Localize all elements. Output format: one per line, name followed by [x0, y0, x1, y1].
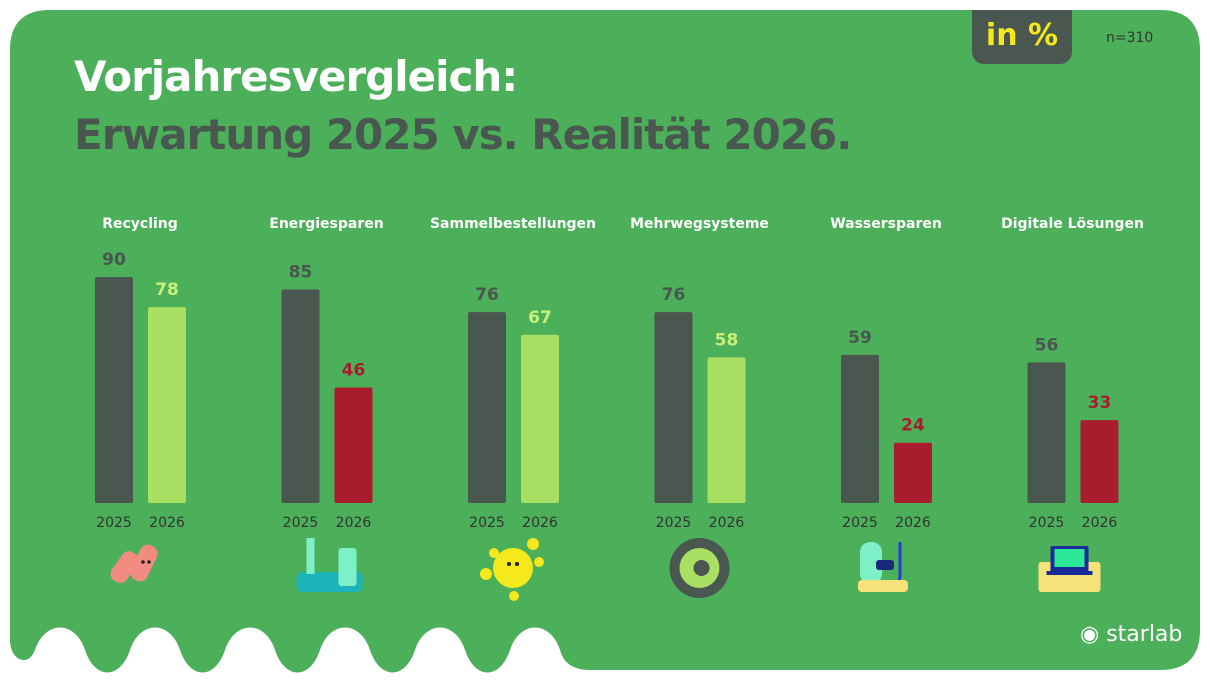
category-label: Mehrwegsysteme [630, 216, 769, 232]
bar-2026 [894, 442, 932, 503]
value-label: 78 [155, 280, 179, 300]
bar-2025 [95, 277, 133, 503]
year-label: 2026 [1082, 515, 1118, 531]
bar-2026 [334, 387, 373, 503]
year-label: 2025 [96, 515, 132, 531]
starlab-logo: ◉ starlab [1080, 622, 1183, 647]
laptop-icon [1038, 546, 1101, 592]
year-label: 2025 [469, 515, 505, 531]
value-label: 67 [528, 308, 552, 328]
bar-2026 [148, 307, 186, 503]
value-label: 24 [901, 416, 925, 436]
sun-character-icon [480, 538, 544, 601]
category-label: Sammelbestellungen [430, 216, 596, 232]
bar-2025 [654, 312, 693, 503]
year-label: 2026 [709, 515, 745, 531]
bar-2025 [281, 289, 320, 503]
bar-2026 [707, 357, 746, 503]
energy-character-icon [296, 538, 363, 592]
logo-text: starlab [1106, 622, 1183, 647]
title: Vorjahresvergleich: [74, 52, 518, 101]
value-label: 59 [848, 328, 872, 348]
category-label: Wassersparen [830, 216, 942, 232]
recycling-character-icon [110, 544, 158, 584]
year-label: 2025 [283, 515, 319, 531]
value-label: 85 [289, 263, 313, 283]
year-label: 2026 [522, 515, 558, 531]
year-label: 2026 [336, 515, 372, 531]
year-label: 2025 [656, 515, 692, 531]
sample-size: n=310 [1106, 30, 1154, 46]
bar-2026 [1080, 420, 1119, 503]
bar-2026 [521, 334, 559, 503]
bar-2025 [1027, 362, 1066, 503]
unit-badge: in % [972, 10, 1072, 64]
value-label: 46 [342, 360, 366, 380]
year-label: 2025 [842, 515, 878, 531]
bar-2025 [468, 312, 506, 503]
subtitle: Erwartung 2025 vs. Realität 2026. [74, 110, 852, 159]
year-label: 2025 [1029, 515, 1065, 531]
value-label: 76 [475, 285, 499, 305]
value-label: 58 [715, 330, 739, 350]
value-label: 76 [662, 285, 686, 305]
reusable-cup-icon [669, 538, 730, 598]
value-label: 33 [1088, 393, 1112, 413]
year-label: 2026 [895, 515, 931, 531]
bar-2025 [841, 354, 879, 503]
category-label: Recycling [102, 216, 178, 232]
category-label: Energiesparen [269, 216, 383, 232]
year-label: 2026 [149, 515, 185, 531]
value-label: 90 [102, 250, 126, 270]
value-label: 56 [1035, 335, 1059, 355]
snorkel-character-icon [858, 542, 908, 592]
category-label: Digitale Lösungen [1001, 216, 1144, 232]
